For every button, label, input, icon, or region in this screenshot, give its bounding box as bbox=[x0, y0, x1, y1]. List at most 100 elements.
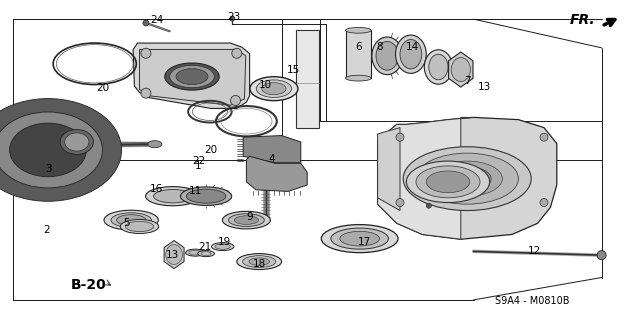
Circle shape bbox=[396, 198, 404, 207]
Ellipse shape bbox=[223, 211, 270, 229]
Ellipse shape bbox=[180, 187, 232, 205]
Ellipse shape bbox=[186, 249, 205, 256]
Ellipse shape bbox=[372, 37, 403, 75]
Ellipse shape bbox=[148, 141, 162, 148]
Text: 22: 22 bbox=[192, 156, 205, 166]
Ellipse shape bbox=[432, 161, 502, 196]
Ellipse shape bbox=[165, 63, 219, 90]
Text: 7: 7 bbox=[464, 76, 470, 86]
Circle shape bbox=[396, 133, 404, 141]
Ellipse shape bbox=[201, 252, 211, 256]
Polygon shape bbox=[133, 43, 250, 108]
Ellipse shape bbox=[403, 147, 531, 211]
Text: 18: 18 bbox=[253, 259, 266, 269]
Circle shape bbox=[540, 198, 548, 207]
Ellipse shape bbox=[120, 219, 159, 234]
Text: 2: 2 bbox=[43, 225, 49, 235]
Ellipse shape bbox=[237, 254, 282, 270]
Text: 20: 20 bbox=[205, 145, 218, 155]
Ellipse shape bbox=[429, 54, 448, 80]
Ellipse shape bbox=[346, 75, 371, 81]
Ellipse shape bbox=[146, 187, 200, 206]
Ellipse shape bbox=[243, 256, 276, 267]
Text: 1: 1 bbox=[195, 161, 202, 171]
Text: 21: 21 bbox=[198, 242, 211, 252]
Text: 8: 8 bbox=[376, 42, 383, 52]
Text: 12: 12 bbox=[528, 246, 541, 256]
Polygon shape bbox=[296, 30, 319, 128]
Text: 19: 19 bbox=[218, 237, 230, 247]
Circle shape bbox=[540, 133, 548, 141]
Ellipse shape bbox=[451, 57, 470, 82]
Ellipse shape bbox=[125, 221, 154, 232]
Ellipse shape bbox=[176, 69, 208, 85]
Ellipse shape bbox=[443, 167, 492, 191]
Polygon shape bbox=[243, 136, 301, 163]
Ellipse shape bbox=[346, 27, 371, 33]
Text: 14: 14 bbox=[406, 42, 419, 52]
Ellipse shape bbox=[186, 189, 226, 203]
Ellipse shape bbox=[321, 225, 398, 253]
Text: 16: 16 bbox=[150, 184, 163, 194]
Ellipse shape bbox=[250, 77, 298, 101]
Polygon shape bbox=[346, 30, 371, 78]
Text: 5: 5 bbox=[124, 218, 130, 228]
Ellipse shape bbox=[424, 50, 452, 84]
Ellipse shape bbox=[65, 133, 89, 151]
Polygon shape bbox=[246, 156, 307, 191]
Ellipse shape bbox=[396, 35, 426, 73]
Ellipse shape bbox=[215, 244, 230, 249]
Ellipse shape bbox=[170, 65, 214, 88]
Text: 23: 23 bbox=[227, 11, 240, 22]
Text: 24: 24 bbox=[150, 15, 163, 25]
Ellipse shape bbox=[198, 251, 214, 257]
Ellipse shape bbox=[234, 216, 259, 225]
Ellipse shape bbox=[376, 41, 398, 70]
Ellipse shape bbox=[406, 161, 490, 203]
Ellipse shape bbox=[249, 258, 269, 265]
Text: 15: 15 bbox=[287, 65, 300, 75]
Circle shape bbox=[597, 251, 606, 260]
Circle shape bbox=[143, 20, 149, 26]
Polygon shape bbox=[378, 128, 400, 211]
Text: FR.: FR. bbox=[570, 13, 595, 27]
Text: 13: 13 bbox=[166, 250, 179, 260]
Ellipse shape bbox=[426, 171, 470, 193]
Text: B-20: B-20 bbox=[70, 278, 106, 292]
Circle shape bbox=[230, 95, 241, 106]
Ellipse shape bbox=[10, 123, 86, 177]
Ellipse shape bbox=[340, 231, 380, 246]
Polygon shape bbox=[164, 241, 184, 269]
Ellipse shape bbox=[416, 166, 480, 198]
Circle shape bbox=[141, 48, 151, 58]
Ellipse shape bbox=[189, 250, 202, 255]
Ellipse shape bbox=[256, 80, 292, 98]
Ellipse shape bbox=[416, 153, 518, 204]
Ellipse shape bbox=[400, 40, 422, 69]
Text: 10: 10 bbox=[259, 79, 272, 90]
Circle shape bbox=[230, 16, 235, 21]
Polygon shape bbox=[378, 117, 474, 239]
Ellipse shape bbox=[211, 243, 234, 251]
Circle shape bbox=[141, 88, 151, 98]
Ellipse shape bbox=[111, 213, 152, 227]
Text: 20: 20 bbox=[96, 83, 109, 93]
Text: 6: 6 bbox=[355, 42, 362, 52]
Polygon shape bbox=[449, 52, 473, 87]
Ellipse shape bbox=[0, 112, 102, 188]
Text: 17: 17 bbox=[358, 237, 371, 248]
Text: 9: 9 bbox=[246, 212, 253, 222]
Text: 3: 3 bbox=[45, 164, 51, 174]
Text: 11: 11 bbox=[189, 186, 202, 197]
Circle shape bbox=[426, 203, 431, 208]
Ellipse shape bbox=[228, 214, 264, 226]
Circle shape bbox=[232, 48, 242, 58]
Ellipse shape bbox=[0, 99, 122, 201]
Polygon shape bbox=[140, 49, 246, 105]
Ellipse shape bbox=[104, 210, 158, 230]
Ellipse shape bbox=[262, 83, 286, 95]
Ellipse shape bbox=[166, 245, 182, 264]
Text: 13: 13 bbox=[478, 82, 491, 92]
Text: S9A4 - M0810B: S9A4 - M0810B bbox=[495, 296, 570, 307]
Ellipse shape bbox=[116, 215, 146, 226]
